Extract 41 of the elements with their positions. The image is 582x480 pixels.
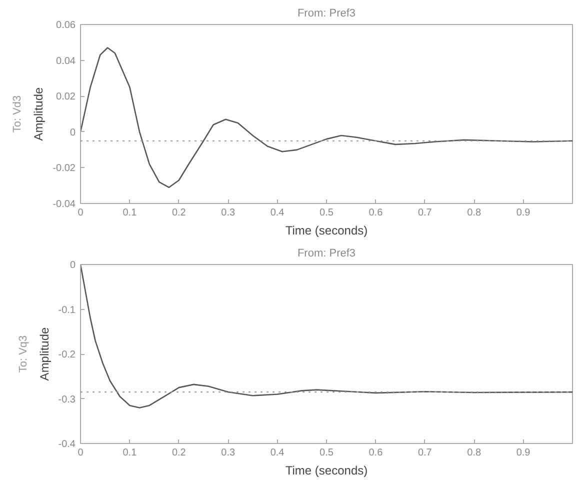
y-tick-label: -0.2 [58,350,76,360]
x-tick-label: 0.9 [516,448,531,458]
x-tick-label: 0.8 [467,208,482,218]
x-tick-label: 0.6 [368,448,384,458]
text: To: Vd3 [12,95,24,133]
x-axis-title: Time (seconds) [285,224,368,238]
y-tick-label: 0.02 [56,92,76,103]
y-tick-label: -0.3 [58,394,76,406]
x-tick-label: 0.2 [172,448,186,458]
y-tick-label: 0 [70,260,76,271]
x-tick-label: 0.6 [368,208,384,218]
x-tick-label: 0.3 [221,448,236,458]
x-tick-label: 0.9 [516,208,531,218]
line-series [80,47,572,188]
y-axis-title: Amplitude [32,86,46,141]
x-tick-label: 0.1 [122,448,138,458]
x-tick-label: 0.1 [122,208,138,218]
chart-title: From: Pref3 [297,8,356,20]
chart-title: From: Pref3 [297,248,356,260]
y-tick-label: 0.06 [56,20,76,31]
x-tick-label: 0.3 [221,208,236,218]
x-tick-label: 0 [78,448,84,458]
x-tick-label: 0.8 [467,448,482,458]
x-tick-label: 0.5 [320,448,334,458]
x-tick-label: 0.2 [172,208,186,218]
x-tick-label: 0.4 [270,448,285,458]
y-tick-label: -0.4 [58,439,76,450]
y-tick-label: -0.04 [52,199,76,210]
y-tick-label: 0.04 [56,56,76,67]
x-tick-label: 0.7 [418,448,432,458]
x-tick-label: 0.7 [418,208,432,218]
x-axis-title: Time (seconds) [285,464,368,478]
y-tick-label: -0.02 [52,163,76,174]
line-series [80,264,572,408]
x-tick-label: 0.5 [320,208,334,218]
y-tick-label: 0 [70,127,76,138]
x-tick-label: 0.4 [270,208,285,218]
y-tick-label: -0.1 [58,304,76,316]
text: To: Vq3 [18,335,30,373]
y-axis-title: Amplitude [37,326,52,381]
x-tick-label: 0 [78,208,84,218]
